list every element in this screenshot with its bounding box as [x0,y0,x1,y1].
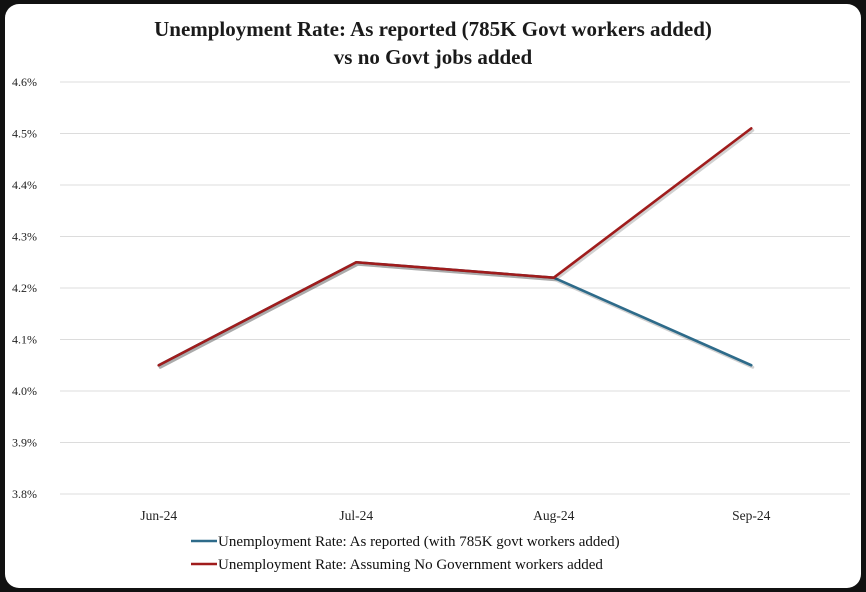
y-tick-label: 4.1% [12,333,37,347]
chart-frame: Unemployment Rate: As reported (785K Gov… [5,4,861,588]
series-line-shadow [158,262,755,369]
x-axis-ticks: Jun-24 Jul-24 Aug-24 Sep-24 [140,508,770,523]
chart-subtitle: vs no Govt jobs added [334,45,533,69]
series-line-no-govt [157,127,753,367]
x-tick-label: Aug-24 [533,508,574,523]
y-tick-label: 4.0% [12,384,37,398]
x-tick-label: Sep-24 [732,508,770,523]
series-line-shadow [158,128,755,369]
x-tick-label: Jul-24 [339,508,373,523]
legend-label: Unemployment Rate: As reported (with 785… [218,534,620,550]
legend: Unemployment Rate: As reported (with 785… [191,534,620,573]
chart-title: Unemployment Rate: As reported (785K Gov… [154,17,712,41]
y-tick-label: 4.4% [12,178,37,192]
y-axis-ticks: 3.8% 3.9% 4.0% 4.1% 4.2% 4.3% 4.4% 4.5% 4.6% [12,75,37,501]
series-line-as-reported [157,260,753,367]
y-tick-label: 4.3% [12,230,37,244]
line-chart: Unemployment Rate: As reported (785K Gov… [12,17,850,573]
series-lines [157,127,755,369]
y-tick-label: 3.9% [12,436,37,450]
y-tick-label: 4.5% [12,127,37,141]
gridlines [60,81,850,495]
x-tick-label: Jun-24 [140,508,177,523]
y-tick-label: 3.8% [12,487,37,501]
y-tick-label: 4.2% [12,281,37,295]
legend-label: Unemployment Rate: Assuming No Governmen… [218,557,603,573]
y-tick-label: 4.6% [12,75,37,89]
